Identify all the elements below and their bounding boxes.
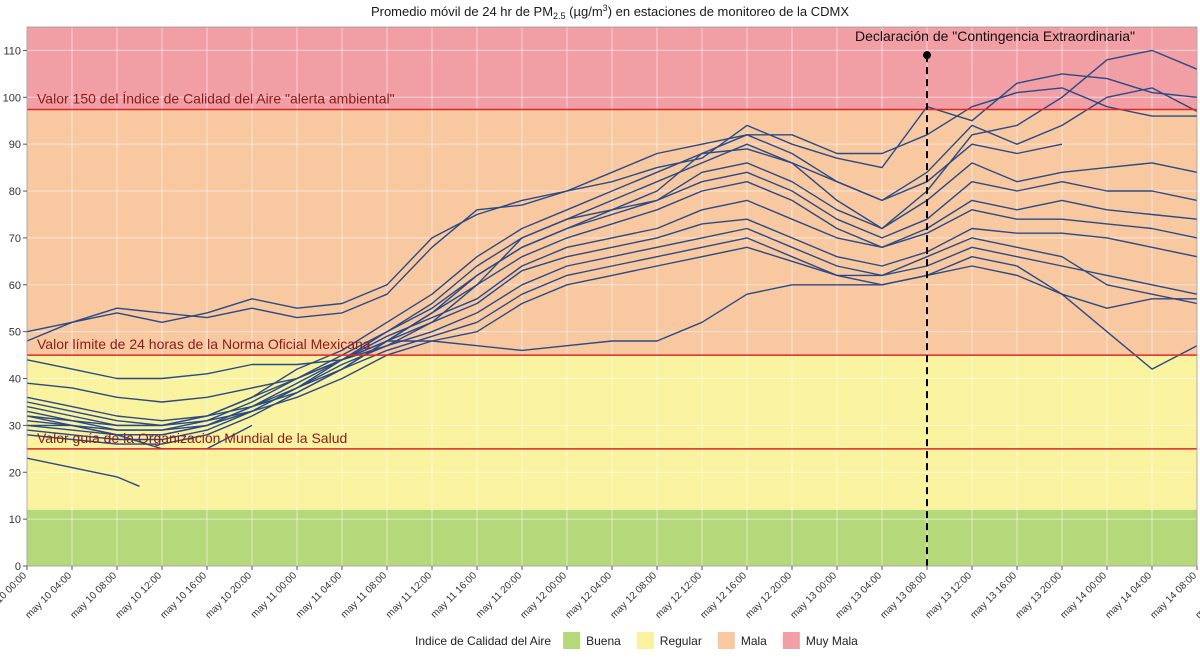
- chart-title: Promedio móvil de 24 hr de PM2.5 (µg/m3)…: [371, 3, 849, 21]
- x-tick-label: may 10 08:00: [68, 570, 119, 621]
- station-series-line-13: [26, 237, 1198, 427]
- legend-title: Indice de Calidad del Aire: [415, 634, 551, 648]
- legend-label-buena: Buena: [586, 634, 621, 648]
- legend-swatch-mala: [717, 632, 735, 649]
- x-tick-label: may 11 04:00: [294, 570, 344, 620]
- x-tick-label: may 10 04:00: [23, 570, 74, 621]
- y-tick-label: 80: [9, 186, 21, 198]
- y-tick-label: 30: [9, 420, 21, 432]
- x-tick-label: may 11 08:00: [339, 570, 389, 620]
- x-tick-label: may 12 04:00: [563, 570, 614, 621]
- x-tick-label: may 11 00:00: [249, 570, 299, 620]
- contingency-point: [923, 51, 931, 60]
- station-series-line-10: [26, 218, 1198, 380]
- contingency-label: Declaración de "Contingencia Extraordina…: [855, 28, 1135, 44]
- x-tick-label: may 13 00:00: [788, 570, 839, 621]
- x-tick-label: may 12 00:00: [518, 570, 569, 621]
- station-series-line-16: [26, 415, 253, 450]
- y-tick-label: 100: [3, 92, 21, 104]
- x-tick-label: may 13 16:00: [968, 570, 1019, 621]
- y-tick-label: 110: [3, 45, 21, 57]
- x-tick-label: may 12 20:00: [743, 570, 794, 621]
- x-tick-label: may 14 00:00: [1058, 570, 1109, 621]
- y-tick-label: 70: [9, 233, 21, 245]
- station-series-line-8: [26, 180, 1198, 422]
- y-tick-label: 0: [15, 561, 21, 573]
- contingency-annotation: Declaración de "Contingencia Extraordina…: [855, 28, 1135, 566]
- legend-label-mala: Mala: [741, 634, 767, 648]
- x-tick-label: may 14 04:00: [1103, 570, 1154, 621]
- x-tick-label: may 11 16:00: [429, 570, 479, 620]
- x-tick-label: may 12 08:00: [608, 570, 659, 621]
- x-tick-label: may 11 20:00: [474, 570, 524, 620]
- station-series-line-9: [26, 199, 1198, 403]
- station-series-line-11: [26, 227, 1198, 431]
- station-series-line-1: [26, 87, 1197, 333]
- x-tick-label: may 12 16:00: [698, 570, 749, 621]
- series-lines: [26, 49, 1198, 487]
- legend-swatch-regular: [636, 632, 654, 649]
- reference-label-3: Valor guía de la Organización Mundial de…: [37, 430, 347, 446]
- station-series-line-14: [27, 265, 1198, 436]
- x-tick-label: may 11 12:00: [384, 570, 434, 620]
- x-tick-label: may 13 08:00: [878, 570, 929, 621]
- y-tick-label: 10: [9, 514, 21, 526]
- legend-swatch-muy-mala: [782, 632, 800, 649]
- y-tick-label: 20: [9, 467, 21, 479]
- x-tick-label: may 13 12:00: [923, 570, 974, 621]
- station-series-line-15: [26, 457, 140, 487]
- station-series-line-5: [26, 143, 1063, 427]
- station-series-line-2: [26, 73, 1198, 342]
- legend: Indice de Calidad del Aire Buena Regular Ma…: [415, 632, 858, 649]
- y-tick-label: 40: [9, 374, 21, 386]
- x-tick-label: may 10 16:00: [158, 570, 209, 621]
- reference-label-1: Valor 150 del Índice de Calidad del Aire…: [37, 90, 395, 106]
- x-tick-label: may 13 20:00: [1013, 570, 1064, 621]
- reference-lines: Valor 150 del Índice de Calidad del Aire…: [27, 90, 1197, 450]
- x-tick-label: may 10 12:00: [113, 570, 164, 621]
- reference-label-2: Valor límite de 24 horas de la Norma Ofi…: [37, 336, 371, 352]
- station-series-line-7: [26, 171, 1198, 441]
- station-series-line-12: [26, 237, 1197, 445]
- y-tick-label: 60: [9, 280, 21, 292]
- legend-label-regular: Regular: [660, 634, 702, 648]
- y-tick-label: 50: [9, 327, 21, 339]
- legend-label-muy-mala: Muy Mala: [806, 634, 858, 648]
- x-tick-label: may 14 08:00: [1148, 570, 1199, 621]
- x-tick-label: may 12 12:00: [653, 570, 704, 621]
- x-tick-label: may 10 20:00: [203, 570, 254, 621]
- x-tick-label: may 13 04:00: [833, 570, 884, 621]
- legend-swatch-buena: [563, 632, 581, 649]
- y-tick-label: 90: [9, 139, 21, 151]
